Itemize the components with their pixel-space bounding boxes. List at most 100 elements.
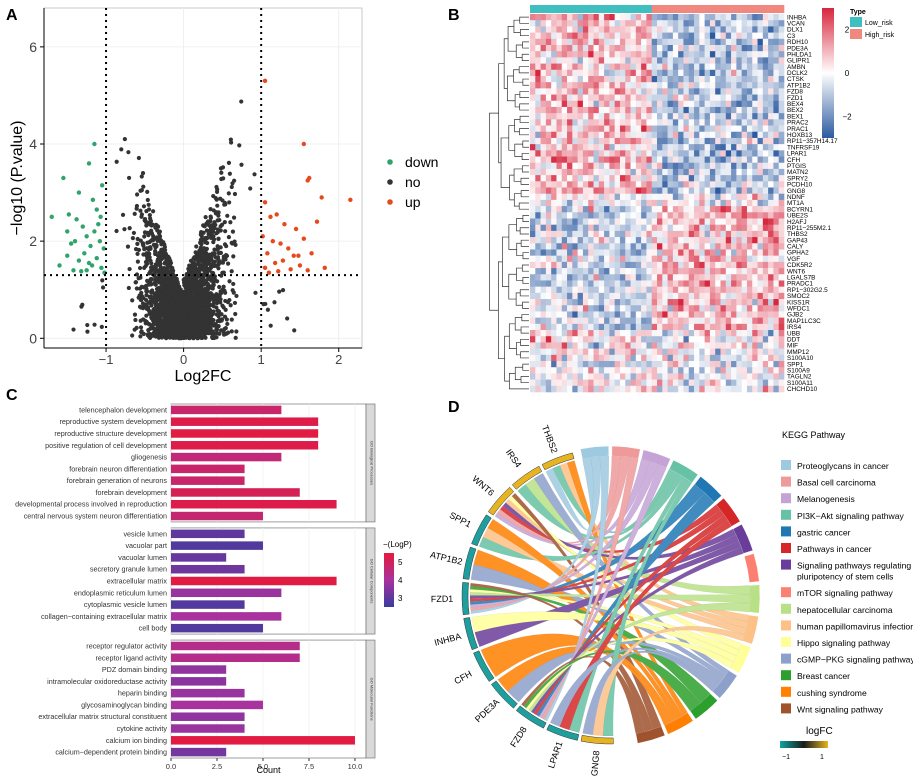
heatmap-cell [757,106,764,114]
heatmap-cell [609,230,615,238]
heatmap-cell [688,249,695,256]
heatmap-cell [709,69,716,77]
heatmap-cell [768,75,774,83]
heatmap-cell [657,224,663,232]
volcano-point-up [305,268,310,273]
heatmap-cell [752,106,758,114]
heatmap-cell [651,14,658,21]
heatmap-cell [609,131,615,139]
heatmap-cell [725,100,732,108]
heatmap-cell [752,63,758,71]
heatmap-cell [683,237,690,244]
volcano-point-no [211,304,216,309]
heatmap-cell [530,212,536,219]
heatmap-cell [540,268,547,275]
volcano-point-no [226,160,232,165]
heatmap-cell [561,131,568,139]
heatmap-cell [545,51,552,58]
heatmap-cell [535,181,541,188]
heatmap-cell [646,57,653,64]
heatmap-cell [704,237,711,244]
heatmap-cell [694,199,700,207]
heatmap-cell [572,193,578,201]
heatmap-cell [598,150,605,157]
heatmap-cell [530,131,536,139]
heatmap-cell [593,218,600,225]
heatmap-cell [678,44,684,52]
heatmap-cell [535,156,541,164]
heatmap-cell [731,292,737,300]
volcano-point-no [85,329,90,334]
heatmap-cell [561,181,568,188]
heatmap-cell [609,51,615,58]
heatmap-cell [704,44,711,52]
heatmap-cell [567,75,573,83]
heatmap-cell [551,150,557,157]
heatmap-cell [657,181,663,188]
heatmap-cell [630,82,637,89]
volcano-point-no [292,328,297,333]
heatmap-annotation-cell [598,5,605,13]
volcano-point-no [168,288,173,293]
volcano-point-no [219,170,224,175]
volcano-point-down [66,212,72,217]
heatmap-cell [699,187,705,195]
volcano-point-no [188,294,193,299]
heatmap-cell [757,193,764,201]
volcano-point-down [96,221,101,227]
heatmap-cell [588,75,594,83]
volcano-point-down [94,255,99,261]
heatmap-cell [741,249,748,256]
volcano-point-no [215,247,220,252]
heatmap-cell [768,44,774,52]
heatmap-cell [567,156,573,164]
heatmap-cell [704,125,711,133]
volcano-point-no [138,334,143,339]
heatmap-cell [762,57,769,64]
volcano-point-up [319,195,324,200]
volcano-point-no [137,304,143,309]
heatmap-cell [625,181,631,188]
heatmap-cell [556,280,563,287]
heatmap-cell [530,181,536,188]
heatmap-cell [746,44,753,52]
heatmap-cell [540,69,547,77]
volcano-point-no [204,221,209,226]
volcano-x-tick-label: −1 [99,352,114,367]
heatmap-cell [709,144,716,151]
heatmap-cell [577,175,584,182]
heatmap-cell [556,150,563,157]
heatmap-cell [577,32,584,40]
heatmap-cell [646,292,653,300]
heatmap-cell [614,125,621,133]
heatmap-cell [773,119,780,126]
heatmap-cell [741,168,748,176]
heatmap-cell [725,162,732,170]
heatmap-cell [572,82,578,89]
heatmap-cell [598,44,605,52]
heatmap-cell [672,26,679,33]
heatmap-cell [678,175,684,182]
volcano-point-no [233,335,238,340]
heatmap-cell [768,150,774,157]
heatmap-cell [609,162,615,170]
heatmap-cell [757,44,764,52]
volcano-point-no [140,241,146,246]
heatmap-cell [704,274,711,281]
heatmap-cell [741,131,748,139]
heatmap-cell [588,44,594,52]
volcano-point-no [157,237,162,242]
heatmap-cell [725,14,732,21]
heatmap-cell [545,131,552,139]
heatmap-cell [768,32,774,40]
heatmap-cell [688,113,695,120]
heatmap-cell [768,168,774,176]
heatmap-cell [688,268,695,275]
heatmap-cell [530,224,536,232]
heatmap-cell [699,106,705,114]
heatmap-cell [582,156,589,164]
heatmap-cell [736,44,742,52]
heatmap-cell [752,113,758,120]
heatmap-cell [577,187,584,195]
